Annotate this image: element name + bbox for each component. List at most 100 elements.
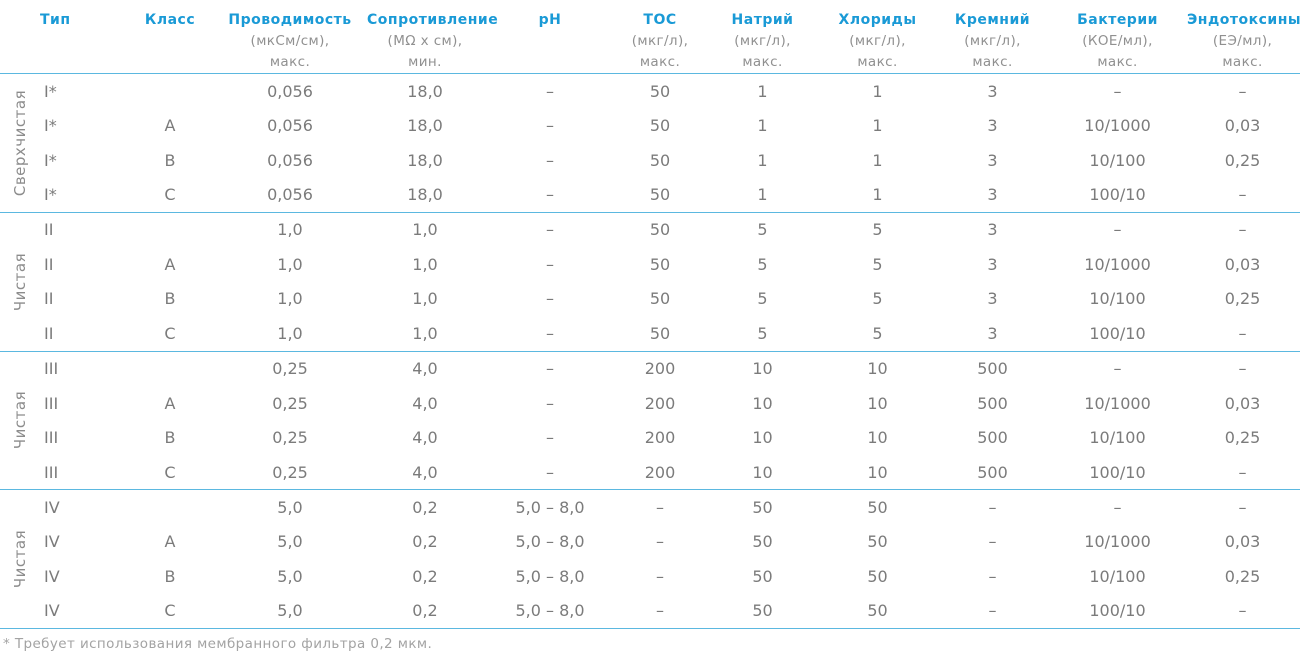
cell-type: IV: [44, 532, 60, 552]
cell-ph: –: [546, 185, 555, 205]
header-label: Сопротивление: [367, 12, 499, 28]
cell-bacteria: 10/100: [1089, 566, 1146, 586]
cell-resistance: 0,2: [412, 532, 438, 552]
cell-sodium: 5: [757, 220, 768, 240]
table-row: IV A 5,0 0,2 5,0 – 8,0 – 50 50 – 10/1000 0,03: [0, 524, 1300, 559]
cell-conductivity: 0,25: [272, 462, 308, 482]
cell-toc: 200: [644, 462, 676, 482]
cell-type: III: [44, 428, 59, 448]
header-endotoxins: Эндотоксины (ЕЭ/мл), макс.: [1185, 0, 1300, 74]
cell-type: III: [44, 462, 59, 482]
header-bacteria: Бактерии (КОЕ/мл), макс.: [1050, 0, 1185, 74]
cell-ph: –: [546, 81, 555, 101]
group-label: Сверхчистая: [11, 89, 29, 197]
cell-class: A: [164, 393, 176, 413]
cell-sodium: 5: [757, 289, 768, 309]
cell-ph: –: [546, 116, 555, 136]
cell-type: IV: [44, 497, 60, 517]
cell-ph: 5,0 – 8,0: [515, 566, 585, 586]
cell-toc: 200: [644, 359, 676, 379]
cell-silicon: –: [988, 497, 997, 517]
cell-endotoxins: 0,25: [1224, 566, 1261, 586]
cell-conductivity: 0,056: [267, 116, 313, 136]
cell-sodium: 5: [757, 323, 768, 343]
header-unit-qualifier: мин.: [408, 54, 442, 70]
cell-resistance: 0,2: [412, 601, 438, 621]
cell-resistance: 4,0: [412, 359, 438, 379]
cell-class: C: [164, 185, 176, 205]
cell-chlorides: 1: [872, 150, 883, 170]
table-row: Чистая II 1,0 1,0 – 50 5 5 3 – –: [0, 212, 1300, 310]
cell-sodium: 1: [757, 116, 768, 136]
group-label: Чистая: [11, 391, 29, 450]
header-unit: (мкг/л),: [849, 33, 906, 49]
cell-class: B: [164, 289, 176, 309]
cell-silicon: –: [988, 532, 997, 552]
cell-type: II: [44, 254, 54, 274]
cell-silicon: 3: [987, 116, 998, 136]
header-label: Проводимость: [228, 12, 352, 28]
header-unit-qualifier: макс.: [857, 54, 898, 70]
table-row: IV C 5,0 0,2 5,0 – 8,0 – 50 50 – 100/10 –: [0, 594, 1300, 629]
cell-silicon: 3: [987, 185, 998, 205]
cell-toc: –: [656, 497, 665, 517]
cell-bacteria: 10/100: [1089, 289, 1146, 309]
header-label: Бактерии: [1077, 12, 1158, 28]
header-unit-qualifier: макс.: [972, 54, 1013, 70]
cell-class: B: [164, 428, 176, 448]
table-row: II A 1,0 1,0 – 50 5 5 3 10/1000 0,03: [0, 247, 1300, 282]
cell-sodium: 10: [752, 393, 773, 413]
header-unit-qualifier: макс.: [742, 54, 783, 70]
cell-ph: –: [546, 289, 555, 309]
cell-resistance: 0,2: [412, 566, 438, 586]
cell-class: B: [164, 566, 176, 586]
cell-toc: 50: [649, 116, 671, 136]
cell-resistance: 4,0: [412, 393, 438, 413]
cell-sodium: 1: [757, 81, 768, 101]
cell-bacteria: 100/10: [1089, 323, 1146, 343]
cell-ph: –: [546, 220, 555, 240]
cell-resistance: 0,2: [412, 497, 438, 517]
cell-bacteria: 10/100: [1089, 428, 1146, 448]
cell-conductivity: 0,056: [267, 81, 313, 101]
cell-silicon: –: [988, 566, 997, 586]
cell-conductivity: 0,056: [267, 185, 313, 205]
cell-bacteria: –: [1113, 81, 1122, 101]
header-unit-qualifier: макс.: [269, 54, 311, 70]
table-row: I* B 0,056 18,0 – 50 1 1 3 10/100 0,25: [0, 143, 1300, 178]
header-unit-qualifier: макс.: [1097, 54, 1138, 70]
cell-ph: –: [546, 462, 555, 482]
table-row: III C 0,25 4,0 – 200 10 10 500 100/10 –: [0, 455, 1300, 490]
table-row: II B 1,0 1,0 – 50 5 5 3 10/100 0,25: [0, 282, 1300, 317]
cell-toc: 50: [649, 150, 671, 170]
header-unit: (мкСм/см),: [250, 33, 330, 49]
cell-bacteria: –: [1113, 359, 1122, 379]
cell-endotoxins: –: [1238, 601, 1247, 621]
cell-chlorides: 50: [867, 601, 888, 621]
cell-ph: –: [546, 254, 555, 274]
cell-class: [125, 212, 215, 247]
cell-endotoxins: –: [1238, 497, 1247, 517]
cell-conductivity: 0,056: [267, 150, 313, 170]
cell-resistance: 1,0: [412, 323, 438, 343]
header-unit: (мкг/л),: [631, 33, 689, 49]
table-row: II C 1,0 1,0 – 50 5 5 3 100/10 –: [0, 316, 1300, 351]
cell-chlorides: 10: [867, 359, 888, 379]
cell-toc: 50: [649, 254, 671, 274]
cell-endotoxins: –: [1238, 220, 1247, 240]
group-cell: Сверхчистая: [0, 74, 40, 213]
cell-conductivity: 5,0: [277, 566, 303, 586]
cell-bacteria: 10/1000: [1084, 393, 1151, 413]
cell-bacteria: 100/10: [1089, 601, 1146, 621]
cell-sodium: 50: [752, 497, 773, 517]
cell-class: [125, 351, 215, 386]
cell-resistance: 4,0: [412, 462, 438, 482]
cell-silicon: 3: [987, 150, 998, 170]
table-row: III B 0,25 4,0 – 200 10 10 500 10/100 0,25: [0, 420, 1300, 455]
table-row: I* C 0,056 18,0 – 50 1 1 3 100/10 –: [0, 178, 1300, 213]
cell-chlorides: 1: [872, 185, 883, 205]
header-unit: (мкг/л),: [964, 33, 1021, 49]
cell-toc: 200: [644, 393, 676, 413]
cell-conductivity: 0,25: [272, 428, 308, 448]
table-row: I* A 0,056 18,0 – 50 1 1 3 10/1000 0,03: [0, 108, 1300, 143]
